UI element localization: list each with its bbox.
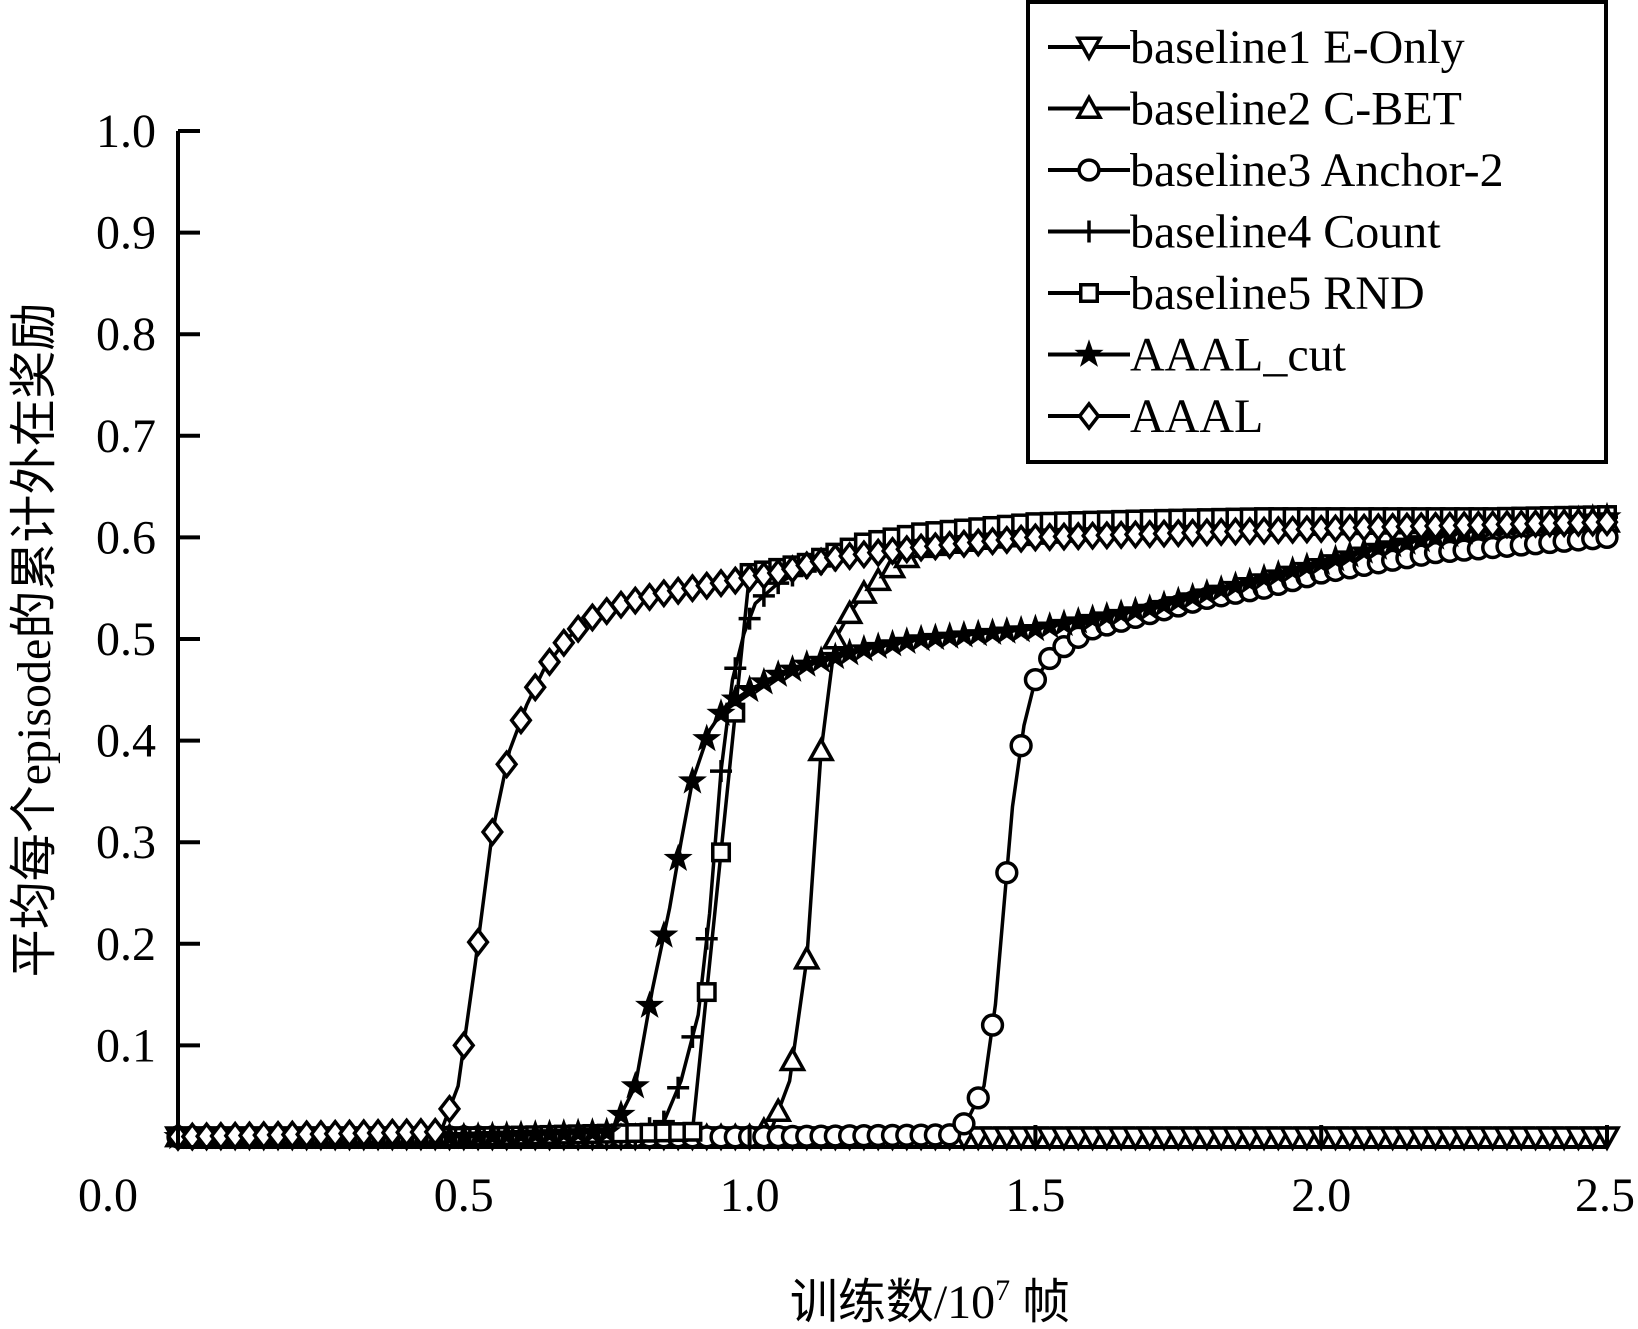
y-axis-title: 平均每个episode的累计外在奖励: [8, 303, 61, 978]
legend-item: baseline1 E-Only: [1048, 21, 1465, 74]
legend-item: baseline2 C-BET: [1048, 83, 1462, 136]
data-point: [677, 765, 707, 794]
data-point: [466, 927, 490, 958]
data-point: [452, 1030, 476, 1061]
x-tick-label: 0.5: [434, 1169, 494, 1222]
series-baseline4-count: [167, 506, 1618, 1148]
series-line: [178, 515, 1608, 1139]
data-point: [738, 607, 761, 630]
series-line: [178, 535, 1608, 1139]
data-point: [423, 1116, 447, 1147]
data-point: [480, 817, 504, 848]
data-point: [606, 1099, 636, 1127]
legend-marker: [1075, 36, 1103, 62]
data-point: [792, 944, 821, 970]
data-point: [566, 613, 590, 644]
data-point: [952, 1112, 976, 1136]
data-point: [980, 1013, 1005, 1037]
y-tick-label: 0.3: [96, 816, 156, 869]
legend-marker: [1075, 93, 1103, 120]
y-tick-label: 0.8: [96, 308, 156, 361]
y-tick-label: 0.6: [96, 511, 156, 564]
series-layer: [163, 501, 1622, 1152]
legend-label: baseline4 Count: [1130, 206, 1441, 259]
x-axis-title: 训练数/107 帧: [790, 1274, 1070, 1329]
data-point: [696, 982, 717, 1003]
data-point: [681, 1025, 704, 1048]
y-tick-label: 1.0: [96, 105, 156, 158]
legend-label: baseline5 RND: [1130, 267, 1425, 320]
series-line: [178, 515, 1608, 1139]
data-point: [592, 1116, 622, 1145]
data-point: [620, 1070, 650, 1099]
data-point: [995, 861, 1019, 885]
series-aaal: [166, 507, 1619, 1152]
y-tick-label: 0.1: [96, 1019, 156, 1072]
legend-item: AAAL: [1048, 390, 1263, 443]
data-point: [1595, 507, 1619, 538]
legend: baseline1 E-Only baseline2 C-BET baseline3…: [1026, 0, 1608, 464]
x-tick-label: 1.5: [1005, 1169, 1065, 1222]
data-point: [667, 1076, 690, 1099]
legend-label: baseline2 C-BET: [1130, 83, 1462, 136]
series-line: [178, 520, 1608, 1139]
x-tick-label: 2.0: [1291, 1169, 1351, 1222]
data-point: [864, 565, 893, 592]
series-baseline3-anchor-2: [166, 525, 1619, 1149]
legend-marker: [1078, 220, 1100, 243]
y-tick-label: 0.4: [96, 715, 156, 768]
data-point: [635, 990, 665, 1018]
legend-item: baseline3 Anchor-2: [1048, 144, 1504, 197]
data-point: [807, 736, 836, 762]
legend-marker: [1074, 339, 1104, 367]
series-aaal-cut: [163, 501, 1622, 1150]
data-point: [682, 1121, 703, 1142]
data-point: [552, 627, 576, 658]
legend-marker: [1077, 401, 1101, 431]
y-tick-label: 0.9: [96, 207, 156, 260]
legend-item: baseline5 RND: [1048, 267, 1425, 320]
series-line: [178, 513, 1608, 1139]
data-point: [509, 705, 533, 736]
data-point: [966, 1086, 990, 1110]
data-point: [649, 920, 679, 948]
x-tick-label: 2.5: [1575, 1169, 1635, 1222]
axes-layer: 0.1 0.2 0.3 0.4 0.5 0.6 0.7 0.8 0.9 1.0 0.0 0.5 1.0 1…: [78, 105, 1635, 1222]
legend-item: AAAL_cut: [1048, 329, 1347, 382]
x-tick-label: 1.0: [720, 1169, 780, 1222]
legend-marker: [1079, 283, 1099, 303]
data-point: [706, 698, 736, 726]
data-point: [495, 749, 519, 780]
data-point: [437, 1093, 462, 1124]
data-point: [778, 1046, 807, 1072]
series-line: [177, 520, 1608, 1139]
data-point: [663, 843, 693, 872]
data-point: [692, 723, 722, 752]
data-point: [523, 672, 547, 703]
data-point: [724, 657, 747, 680]
data-point: [849, 578, 878, 604]
legend-label: AAAL: [1130, 390, 1263, 443]
legend-label: AAAL_cut: [1130, 329, 1347, 382]
y-tick-label: 0.5: [96, 613, 156, 666]
legend-marker: [1077, 158, 1101, 182]
data-point: [711, 842, 732, 863]
data-point: [1023, 667, 1048, 692]
series-baseline2-c-bet: [164, 507, 1621, 1148]
data-point: [1009, 734, 1033, 758]
legend-item: baseline4 Count: [1048, 206, 1441, 259]
x-tick-label: 0.0: [78, 1169, 138, 1222]
legend-label: baseline1 E-Only: [1130, 21, 1465, 74]
data-point: [695, 927, 718, 950]
y-tick-label: 0.7: [96, 410, 156, 463]
data-point: [764, 1096, 793, 1122]
data-point: [537, 646, 562, 677]
y-tick-label: 0.2: [96, 918, 156, 971]
legend-label: baseline3 Anchor-2: [1130, 144, 1504, 197]
data-point: [835, 598, 864, 625]
series-baseline5-rnd: [168, 505, 1617, 1147]
